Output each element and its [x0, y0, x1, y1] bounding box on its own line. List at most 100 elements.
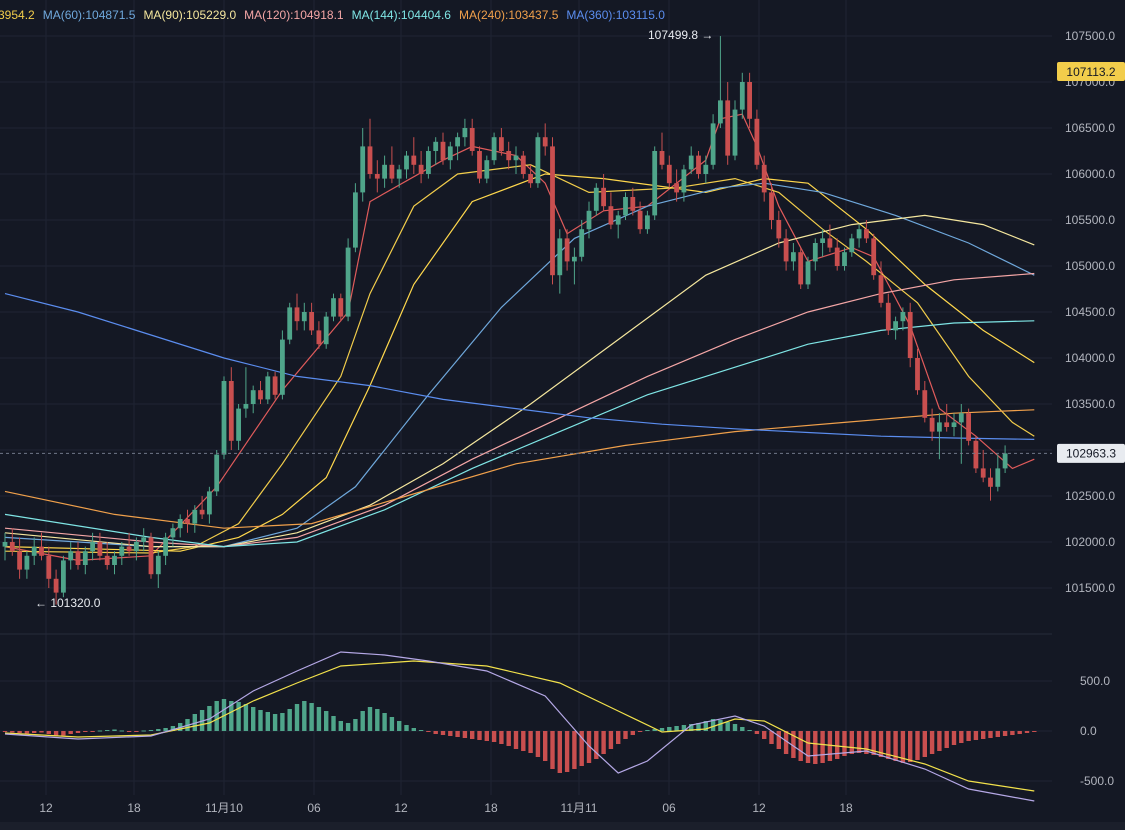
- candle: [155, 551, 161, 588]
- candle: [462, 118, 468, 147]
- candle-body: [192, 509, 198, 524]
- candle: [732, 100, 738, 161]
- candle: [236, 404, 241, 450]
- bottom-edge: [0, 822, 1125, 830]
- time-axis: 12 18 11月10 06 12 18 11月11 06 12 18: [39, 801, 853, 815]
- candle-body: [703, 164, 709, 174]
- macd-histogram-bar: [1017, 731, 1022, 734]
- candle: [280, 330, 285, 400]
- candle-body: [31, 546, 37, 556]
- macd-histogram-bar: [331, 716, 336, 731]
- macd-histogram-bar: [170, 726, 176, 731]
- candle: [243, 367, 249, 418]
- time-tick-label: 06: [307, 801, 321, 815]
- candle-body: [207, 491, 212, 515]
- macd-histogram-bar: [426, 731, 431, 732]
- macd-histogram-bar: [564, 731, 570, 772]
- macd-histogram-bar: [448, 731, 453, 736]
- candle: [973, 436, 979, 473]
- macd-histogram-bar: [112, 729, 117, 731]
- macd-histogram-bar: [929, 731, 935, 754]
- macd-histogram-bar: [134, 731, 139, 732]
- candle: [287, 302, 293, 345]
- candle-body: [199, 509, 205, 515]
- candle-body: [929, 417, 935, 432]
- candle: [31, 537, 37, 565]
- macd-histogram-bar: [732, 724, 738, 731]
- macd-histogram-bar: [61, 731, 66, 736]
- candle: [666, 155, 672, 188]
- candle-body: [163, 537, 168, 556]
- candle-body: [827, 238, 833, 248]
- candle-body: [951, 422, 957, 427]
- price-tick-label: 104000.0: [1065, 351, 1115, 365]
- macd-histogram-bar: [163, 728, 168, 731]
- macd-histogram-bar: [287, 709, 292, 731]
- macd-histogram-bar: [404, 725, 409, 731]
- candle-body: [382, 164, 387, 179]
- candle: [258, 381, 263, 404]
- candle-body: [645, 215, 650, 230]
- candle-body: [491, 137, 497, 161]
- candle: [725, 82, 731, 165]
- macd-histogram-bar: [360, 711, 365, 731]
- candle: [170, 523, 176, 547]
- candle: [572, 247, 577, 285]
- candle: [207, 486, 212, 524]
- candle-body: [61, 560, 66, 593]
- macd-histogram-bar: [126, 731, 132, 732]
- ma-line-2: [4, 173, 1035, 552]
- macd-histogram-bar: [324, 711, 329, 731]
- macd-histogram-bar: [696, 723, 701, 731]
- candle: [411, 137, 417, 174]
- macd-histogram-bar: [236, 702, 241, 731]
- candle: [360, 128, 366, 202]
- candle: [988, 468, 993, 501]
- candle: [301, 302, 307, 331]
- macd-histogram-bar: [477, 731, 482, 740]
- candle: [382, 155, 387, 188]
- candle-body: [798, 252, 804, 285]
- macd-histogram-bar: [17, 731, 22, 733]
- candle-body: [39, 546, 44, 556]
- macd-histogram-bar: [294, 704, 300, 731]
- candle-body: [776, 220, 782, 239]
- candle-body: [155, 555, 161, 575]
- time-tick-label: 11月11: [561, 801, 598, 815]
- candle: [995, 454, 1001, 492]
- candle-body: [688, 155, 694, 170]
- current-price-tag: 102963.3: [1057, 443, 1125, 463]
- macd-histogram-bar: [922, 731, 927, 757]
- macd-histogram-bar: [725, 722, 730, 731]
- time-tick-label: 12: [39, 801, 53, 815]
- candle-body: [418, 164, 424, 174]
- candle: [900, 307, 906, 331]
- candle: [652, 146, 658, 220]
- price-tick-label: 105000.0: [1065, 259, 1115, 273]
- candle: [922, 381, 928, 423]
- candle-body: [301, 312, 307, 322]
- candle-body: [623, 197, 628, 216]
- current-price-tag-text: 102963.3: [1066, 446, 1116, 460]
- candle-body: [769, 192, 774, 220]
- candle-body: [710, 123, 716, 165]
- candle-body: [112, 555, 117, 565]
- legend-item-ma90: MA(90):105229.0: [143, 8, 236, 22]
- candle-body: [666, 164, 672, 184]
- candle-body: [455, 137, 460, 147]
- candle: [681, 164, 687, 202]
- candle-body: [360, 146, 366, 193]
- candle-body: [988, 477, 993, 487]
- macd-histogram-bar: [981, 731, 986, 739]
- macd-axis: 500.0 0.0 -500.0: [1080, 674, 1114, 788]
- candle: [645, 210, 650, 234]
- candle: [1002, 445, 1008, 473]
- candle-body: [367, 146, 373, 174]
- high-price-tag: 107113.2: [1057, 62, 1125, 81]
- candle: [2, 532, 8, 561]
- macd-histogram-bar: [484, 731, 489, 741]
- candle-body: [2, 542, 8, 547]
- macd-histogram-bar: [623, 731, 628, 739]
